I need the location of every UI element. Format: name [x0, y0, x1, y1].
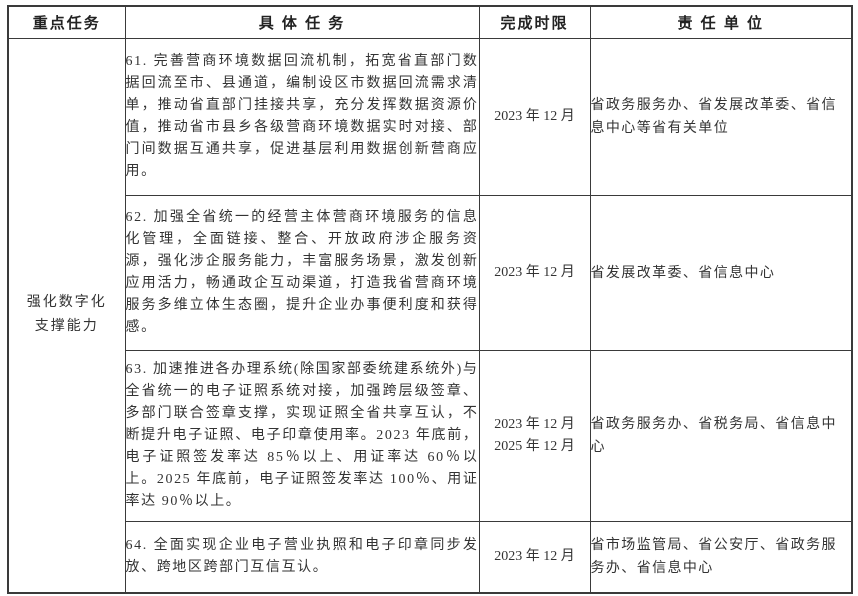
header-responsible-units: 责 任 单 位: [589, 5, 853, 39]
task-cell: 61. 完善营商环境数据回流机制，拓宽省直部门数据回流至市、县通道，编制设区市数…: [124, 38, 480, 196]
deadline-text: 2023 年 12 月: [494, 265, 575, 280]
key-task-line: 强化数字化: [26, 295, 107, 311]
deadline-cell: 2023 年 12 月: [478, 195, 591, 351]
task-text: 63. 加速推进各办理系统(除国家部委统建系统外)与全省统一的电子证照系统对接，…: [125, 362, 479, 509]
task-cell: 63. 加速推进各办理系统(除国家部委统建系统外)与全省统一的电子证照系统对接，…: [124, 350, 480, 522]
deadline-text: 2025 年 12 月: [494, 439, 575, 454]
header-deadline: 完成时限: [478, 5, 591, 39]
table-row: 强化数字化 支撑能力 61. 完善营商环境数据回流机制，拓宽省直部门数据回流至市…: [7, 38, 853, 593]
header-row: 重点任务 具 体 任 务 完成时限 责 任 单 位: [7, 5, 853, 39]
task-cell: 64. 全面实现企业电子营业执照和电子印章同步发放、跨地区跨部门互信互认。: [124, 521, 480, 593]
deadline-cell: 2023 年 12 月 2025 年 12 月: [478, 350, 591, 522]
task-text: 64. 全面实现企业电子营业执照和电子印章同步发放、跨地区跨部门互信互认。: [125, 537, 479, 575]
key-task-line: 支撑能力: [34, 319, 99, 335]
units-cell: 省市场监管局、省公安厅、省政务服务办、省信息中心: [589, 521, 853, 593]
deadline-cell: 2023 年 12 月: [478, 521, 591, 593]
deadline-text: 2023 年 12 月: [494, 548, 575, 564]
table-row: 63. 加速推进各办理系统(除国家部委统建系统外)与全省统一的电子证照系统对接，…: [8, 350, 853, 522]
table-row: 64. 全面实现企业电子营业执照和电子印章同步发放、跨地区跨部门互信互认。 20…: [8, 521, 853, 593]
header-specific-task: 具 体 任 务: [124, 5, 480, 39]
task-text: 62. 加强全省统一的经营主体营商环境服务的信息化管理，全面链接、整合、开放政府…: [125, 210, 479, 335]
deadline-text: 2023 年 12 月: [494, 109, 575, 124]
deadline-text: 2023 年 12 月: [494, 417, 575, 432]
task-text: 61. 完善营商环境数据回流机制，拓宽省直部门数据回流至市、县通道，编制设区市数…: [125, 54, 479, 179]
units-cell: 省发展改革委、省信息中心: [589, 195, 853, 351]
task-table: 重点任务 具 体 任 务 完成时限 责 任 单 位 强化数字化 支撑能力 61.…: [7, 5, 853, 594]
units-cell: 省政务服务办、省发展改革委、省信息中心等省有关单位: [589, 38, 853, 196]
key-task-cell: 强化数字化 支撑能力: [7, 38, 126, 593]
task-cell: 62. 加强全省统一的经营主体营商环境服务的信息化管理，全面链接、整合、开放政府…: [124, 195, 480, 351]
table-row: 62. 加强全省统一的经营主体营商环境服务的信息化管理，全面链接、整合、开放政府…: [8, 195, 853, 351]
units-cell: 省政务服务办、省税务局、省信息中心: [589, 350, 853, 522]
header-key-task: 重点任务: [7, 5, 126, 39]
deadline-cell: 2023 年 12 月: [478, 38, 591, 196]
